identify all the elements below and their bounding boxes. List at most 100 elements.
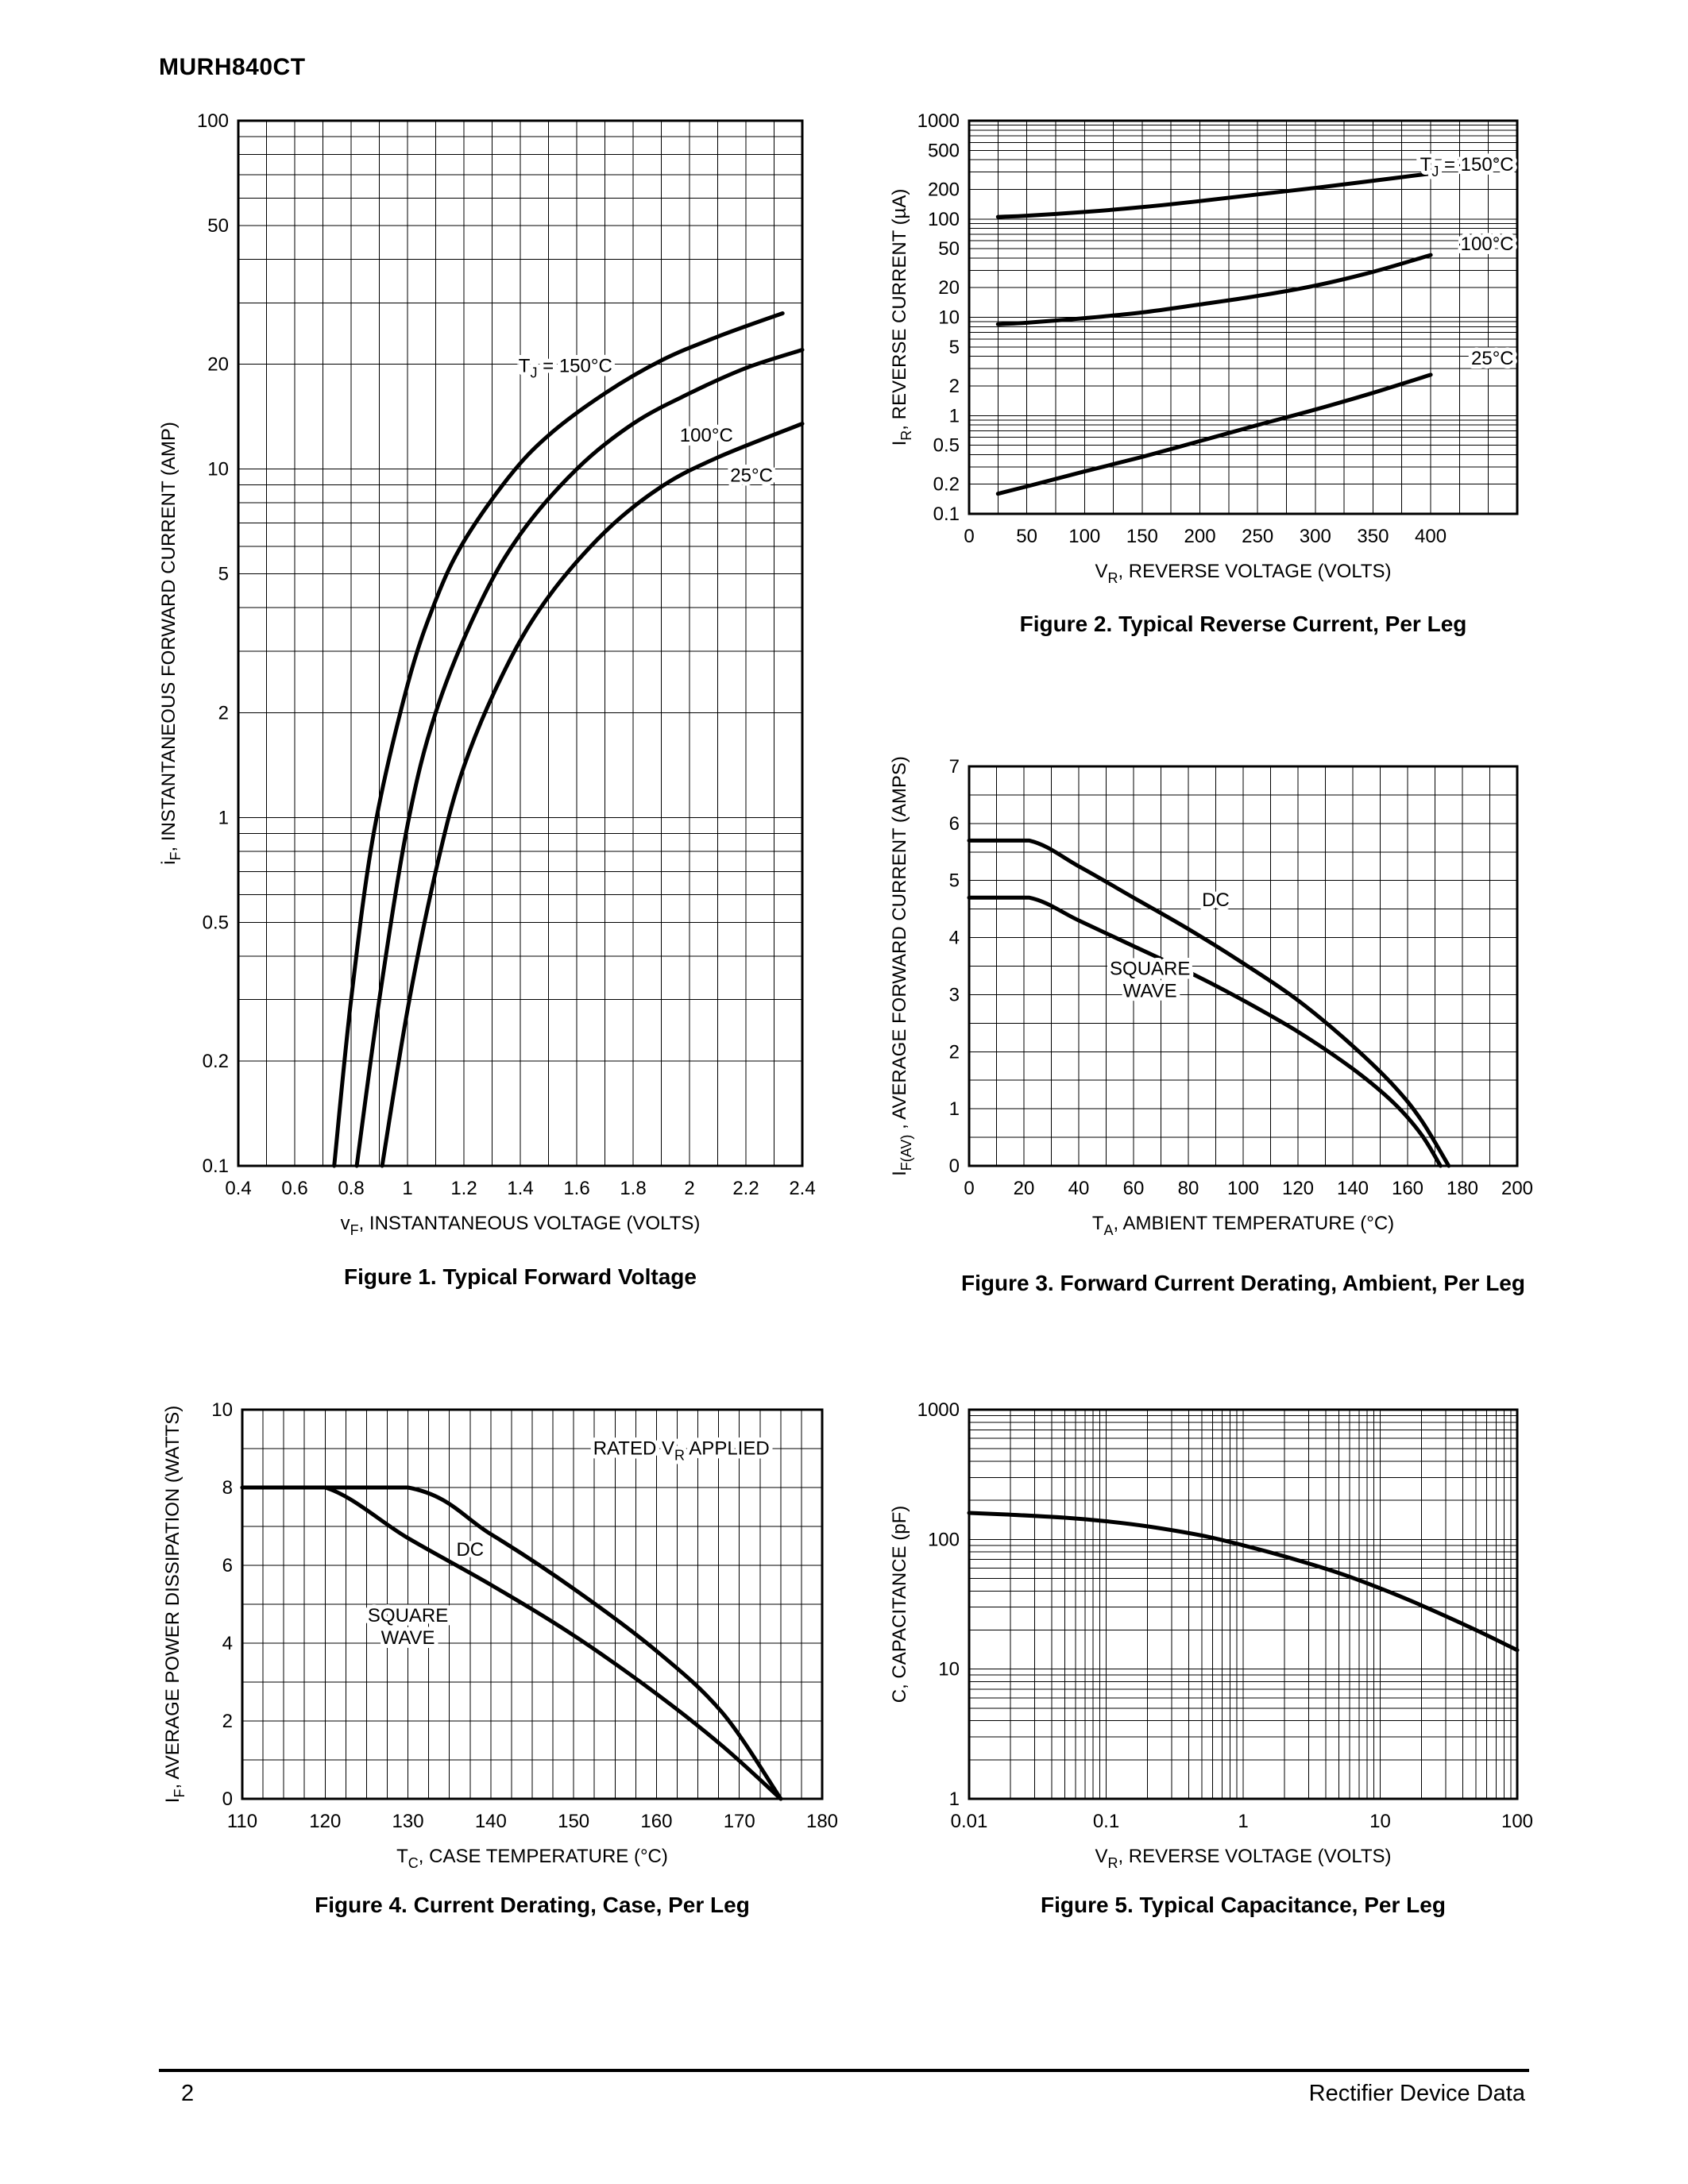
svg-text:100: 100 xyxy=(928,209,960,230)
svg-text:2: 2 xyxy=(218,702,229,723)
svg-text:0.1: 0.1 xyxy=(203,1156,229,1177)
svg-text:0: 0 xyxy=(949,1156,960,1177)
svg-text:TJ = 150°C: TJ = 150°C xyxy=(1420,154,1514,179)
svg-text:20: 20 xyxy=(1014,1178,1035,1199)
svg-text:250: 250 xyxy=(1242,526,1273,547)
svg-text:WAVE: WAVE xyxy=(1123,980,1177,1001)
svg-text:1.4: 1.4 xyxy=(507,1178,533,1199)
svg-text:0.2: 0.2 xyxy=(203,1051,229,1072)
svg-text:8: 8 xyxy=(222,1477,233,1499)
svg-text:50: 50 xyxy=(938,238,960,260)
svg-text:10: 10 xyxy=(938,307,960,329)
svg-text:1000: 1000 xyxy=(917,1399,960,1421)
svg-text:2.4: 2.4 xyxy=(789,1178,815,1199)
page-number: 2 xyxy=(181,2081,195,2106)
svg-text:100: 100 xyxy=(197,110,229,132)
svg-text:120: 120 xyxy=(1282,1178,1314,1199)
footer-title: Rectifier Device Data xyxy=(1308,2081,1525,2106)
svg-text:SQUARE: SQUARE xyxy=(368,1605,448,1626)
svg-text:100: 100 xyxy=(928,1529,960,1550)
svg-text:170: 170 xyxy=(724,1811,755,1832)
svg-text:60: 60 xyxy=(1123,1178,1145,1199)
svg-text:10: 10 xyxy=(938,1659,960,1680)
svg-text:vF, INSTANTANEOUS VOLTAGE (VOL: vF, INSTANTANEOUS VOLTAGE (VOLTS) xyxy=(341,1213,701,1238)
svg-text:iF, INSTANTANEOUS FORWARD CURR: iF, INSTANTANEOUS FORWARD CURRENT (AMP) xyxy=(158,422,183,865)
svg-text:180: 180 xyxy=(806,1811,838,1832)
svg-text:0.4: 0.4 xyxy=(225,1178,251,1199)
figure-5-chart: 0.01 0.1 1 10 100 1000 100 10 1 VR, REVERSE VOLTA… xyxy=(889,1399,1533,1871)
svg-text:160: 160 xyxy=(1392,1178,1423,1199)
svg-text:1.6: 1.6 xyxy=(563,1178,589,1199)
figure-1-caption: Figure 1. Typical Forward Voltage xyxy=(344,1264,697,1289)
svg-text:5: 5 xyxy=(949,870,960,892)
svg-text:100°C: 100°C xyxy=(680,425,733,446)
svg-text:1: 1 xyxy=(1238,1811,1248,1832)
svg-text:RATED VR APPLIED: RATED VR APPLIED xyxy=(593,1437,770,1463)
svg-text:0: 0 xyxy=(222,1788,233,1810)
svg-text:10: 10 xyxy=(211,1399,233,1421)
svg-text:1.8: 1.8 xyxy=(620,1178,646,1199)
svg-text:1000: 1000 xyxy=(917,110,960,132)
svg-text:10: 10 xyxy=(1369,1811,1391,1832)
svg-text:0.6: 0.6 xyxy=(281,1178,307,1199)
svg-text:VR, REVERSE VOLTAGE (VOLTS): VR, REVERSE VOLTAGE (VOLTS) xyxy=(1095,1846,1391,1871)
figure-3: 0 20 40 60 80 100 120 140 160 180 200 0 1 2 3 4 5 6 7 TA, A… xyxy=(878,739,1593,1302)
svg-text:350: 350 xyxy=(1357,526,1389,547)
figure-2-caption: Figure 2. Typical Reverse Current, Per L… xyxy=(1019,612,1467,636)
svg-text:100: 100 xyxy=(1068,526,1100,547)
svg-text:100: 100 xyxy=(1501,1811,1533,1832)
svg-text:IR, REVERSE CURRENT (µA): IR, REVERSE CURRENT (µA) xyxy=(889,189,914,446)
svg-text:150: 150 xyxy=(558,1811,589,1832)
svg-text:TC, CASE TEMPERATURE (°C): TC, CASE TEMPERATURE (°C) xyxy=(396,1846,668,1871)
svg-text:110: 110 xyxy=(227,1811,257,1832)
svg-text:100°C: 100°C xyxy=(1461,233,1514,255)
part-number: MURH840CT xyxy=(159,54,306,80)
svg-text:25°C: 25°C xyxy=(730,465,773,487)
svg-text:2.2: 2.2 xyxy=(732,1178,759,1199)
figure-2: 0 50 100 150 200 250 300 350 400 1000 500 200 100 50 2… xyxy=(878,103,1593,651)
svg-text:DC: DC xyxy=(1202,889,1230,911)
svg-text:5: 5 xyxy=(949,337,960,358)
svg-text:180: 180 xyxy=(1447,1178,1478,1199)
svg-text:1: 1 xyxy=(949,1098,960,1120)
svg-text:100: 100 xyxy=(1227,1178,1259,1199)
svg-text:140: 140 xyxy=(1337,1178,1369,1199)
svg-text:7: 7 xyxy=(949,756,960,778)
svg-text:DC: DC xyxy=(456,1539,484,1561)
figure-2-chart: 0 50 100 150 200 250 300 350 400 1000 500 200 100 50 2… xyxy=(889,110,1519,586)
svg-text:0.5: 0.5 xyxy=(203,912,229,933)
svg-text:0.5: 0.5 xyxy=(933,435,960,457)
svg-text:1: 1 xyxy=(218,807,229,828)
figure-1-chart: 0.4 0.6 0.8 1 1.2 1.4 1.6 1.8 2 2.2 2.4 100 50 20 10 5 2… xyxy=(158,110,816,1238)
svg-text:2: 2 xyxy=(222,1711,233,1732)
svg-text:6: 6 xyxy=(222,1555,233,1576)
svg-text:40: 40 xyxy=(1068,1178,1090,1199)
svg-text:50: 50 xyxy=(1016,526,1037,547)
svg-text:500: 500 xyxy=(928,140,960,161)
svg-text:6: 6 xyxy=(949,813,960,835)
svg-text:200: 200 xyxy=(1501,1178,1533,1199)
svg-text:300: 300 xyxy=(1300,526,1331,547)
figure-4: 110 120 130 140 150 160 170 180 0 2 4 6 8 10 TC, CASE … xyxy=(147,1386,862,1934)
svg-text:140: 140 xyxy=(475,1811,507,1832)
svg-text:160: 160 xyxy=(640,1811,672,1832)
svg-text:2: 2 xyxy=(949,376,960,397)
svg-text:20: 20 xyxy=(207,354,229,376)
figure-4-caption: Figure 4. Current Derating, Case, Per Le… xyxy=(315,1893,750,1917)
svg-text:0: 0 xyxy=(964,526,974,547)
svg-text:0.2: 0.2 xyxy=(933,474,960,496)
svg-text:C, CAPACITANCE (pF): C, CAPACITANCE (pF) xyxy=(889,1506,910,1703)
svg-text:0.01: 0.01 xyxy=(951,1811,988,1832)
svg-text:150: 150 xyxy=(1126,526,1158,547)
figure-5: 0.01 0.1 1 10 100 1000 100 10 1 VR, REVERSE VOLTA… xyxy=(878,1386,1593,1934)
svg-text:10: 10 xyxy=(207,459,229,480)
figure-3-chart: 0 20 40 60 80 100 120 140 160 180 200 0 1 2 3 4 5 6 7 TA, A… xyxy=(889,756,1533,1238)
svg-text:130: 130 xyxy=(392,1811,424,1832)
svg-text:3: 3 xyxy=(949,984,960,1005)
svg-text:4: 4 xyxy=(949,928,960,949)
figure-1: 0.4 0.6 0.8 1 1.2 1.4 1.6 1.8 2 2.2 2.4 100 50 20 10 5 2… xyxy=(147,103,862,1302)
svg-text:VR, REVERSE VOLTAGE (VOLTS): VR, REVERSE VOLTAGE (VOLTS) xyxy=(1095,561,1391,586)
svg-text:SQUARE: SQUARE xyxy=(1110,958,1190,979)
svg-text:WAVE: WAVE xyxy=(381,1627,435,1649)
